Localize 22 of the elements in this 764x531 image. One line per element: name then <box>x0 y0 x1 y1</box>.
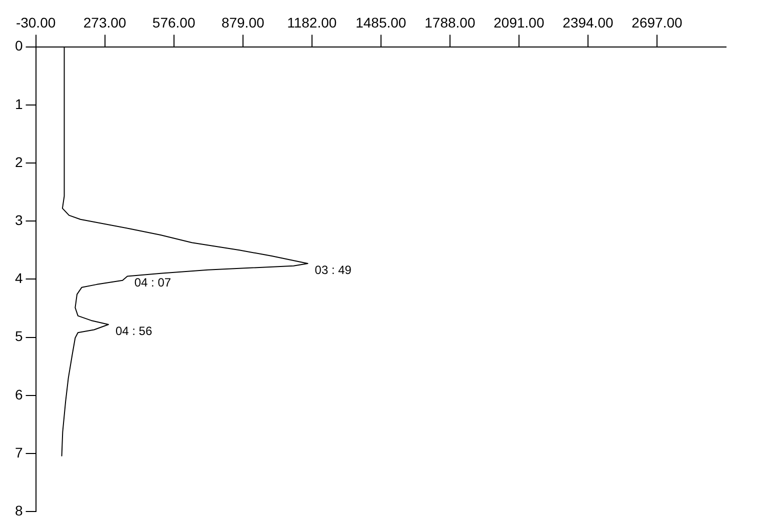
y-tick-label: 0 <box>14 38 23 54</box>
y-tick-label: 6 <box>14 386 23 402</box>
y-tick-label: 1 <box>14 96 23 112</box>
x-tick-label: -30.00 <box>16 14 56 30</box>
x-tick-label: 2091.00 <box>494 14 544 30</box>
y-tick-label: 2 <box>14 154 23 170</box>
annotation: 04 : 07 <box>134 276 172 290</box>
x-tick-label: 273.00 <box>83 14 126 30</box>
x-tick-label: 2697.00 <box>632 14 682 30</box>
x-tick-label: 1485.00 <box>356 14 406 30</box>
annotation: 04 : 56 <box>115 324 152 338</box>
x-tick-label: 879.00 <box>221 14 264 30</box>
y-tick-label: 5 <box>14 328 23 344</box>
x-tick-label: 1182.00 <box>287 14 337 30</box>
y-tick-label: 7 <box>14 444 23 460</box>
x-tick-label: 576.00 <box>152 14 196 30</box>
y-tick-label: 8 <box>14 502 23 518</box>
x-tick-label: 1788.00 <box>424 14 476 30</box>
x-tick-label: 2394.00 <box>562 14 614 30</box>
annotation: 03 : 49 <box>314 262 352 277</box>
y-tick-label: 3 <box>14 212 23 228</box>
y-tick-label: 4 <box>14 270 23 286</box>
